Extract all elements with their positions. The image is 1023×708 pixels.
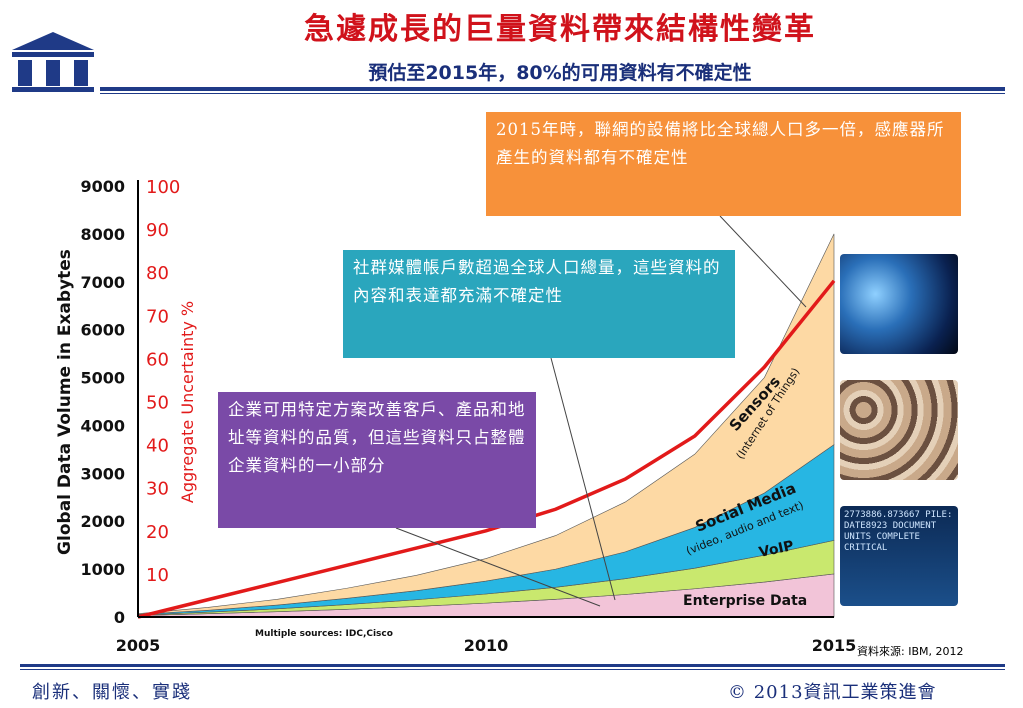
x-tick-label: 2010 — [464, 636, 509, 655]
crowd-photo — [840, 380, 958, 480]
y-tick-label: 2000 — [80, 512, 125, 531]
y-tick-label: 6000 — [80, 321, 125, 340]
y-tick-label: 5000 — [80, 369, 125, 388]
uncertainty-line — [137, 279, 836, 619]
area-sensors — [137, 233, 835, 615]
uncertainty-line-group — [137, 279, 836, 619]
y-tick-label: 1000 — [80, 560, 125, 579]
y-tick-label: 7000 — [80, 273, 125, 292]
y-tick-label: 0 — [114, 608, 125, 627]
callout-pointer — [719, 215, 807, 308]
y2-tick-label: 60 — [146, 349, 169, 370]
y2-tick-label: 40 — [146, 436, 169, 457]
data-screen-photo: 2773886.873667 PILE: DATE8923 DOCUMENT U… — [840, 506, 958, 606]
footer-divider-thin — [20, 669, 1005, 670]
y-axis-title: Global Data Volume in Exabytes — [55, 249, 75, 555]
footer-divider — [20, 664, 1005, 667]
y2-tick-label: 50 — [146, 393, 169, 414]
page-subtitle: 預估至2015年，80%的可用資料有不確定性 — [368, 62, 752, 84]
source-note: 資料來源: IBM, 2012 — [857, 645, 964, 658]
page-title: 急遽成長的巨量資料帶來結構性變革 — [304, 12, 816, 47]
header-divider-thin — [100, 93, 1005, 94]
y2-tick-label: 20 — [146, 522, 169, 543]
callout-enterprise: 企業可用特定方案改善客戶、產品和地址等資料的品質，但這些資料只占整體企業資料的一… — [218, 392, 536, 528]
callout-sensors: 2015年時，聯網的設備將比全球總人口多一倍，感應器所產生的資料都有不確定性 — [486, 112, 961, 216]
y-tick-label: 4000 — [80, 416, 125, 435]
y2-tick-label: 10 — [146, 565, 169, 586]
network-globe-photo — [840, 254, 958, 354]
label-enterprise-data: Enterprise Data — [683, 593, 807, 609]
y2-axis-title: Aggregate Uncertainty % — [178, 301, 197, 503]
header-divider — [100, 87, 1005, 91]
y2-tick-label: 80 — [146, 263, 169, 284]
axes: 9000 8000 7000 6000 5000 4000 3000 2000 1000 0 100… — [55, 177, 856, 655]
label-voip: VoIP — [758, 538, 796, 561]
y2-tick-label: 70 — [146, 306, 169, 327]
x-tick-label: 2015 — [812, 636, 857, 655]
y2-tick-label: 90 — [146, 220, 169, 241]
footer-slogan: 創新、關懷、實踐 — [32, 682, 192, 703]
y-tick-label: 8000 — [80, 225, 125, 244]
footer-copyright: © 2013資訊工業策進會 — [728, 682, 937, 703]
y-tick-label: 9000 — [80, 177, 125, 196]
x-tick-label: 2005 — [116, 636, 161, 655]
y2-tick-label: 100 — [146, 177, 180, 198]
callout-pointer — [550, 357, 616, 601]
y-tick-label: 3000 — [80, 464, 125, 483]
callout-social-media: 社群媒體帳戶數超過全球人口總量，這些資料的內容和表達都充滿不確定性 — [343, 250, 735, 358]
iii-logo — [12, 32, 94, 92]
callout-pointer — [395, 527, 601, 607]
chart-source-note: Multiple sources: IDC,Cisco — [255, 629, 393, 639]
y2-tick-label: 30 — [146, 479, 169, 500]
